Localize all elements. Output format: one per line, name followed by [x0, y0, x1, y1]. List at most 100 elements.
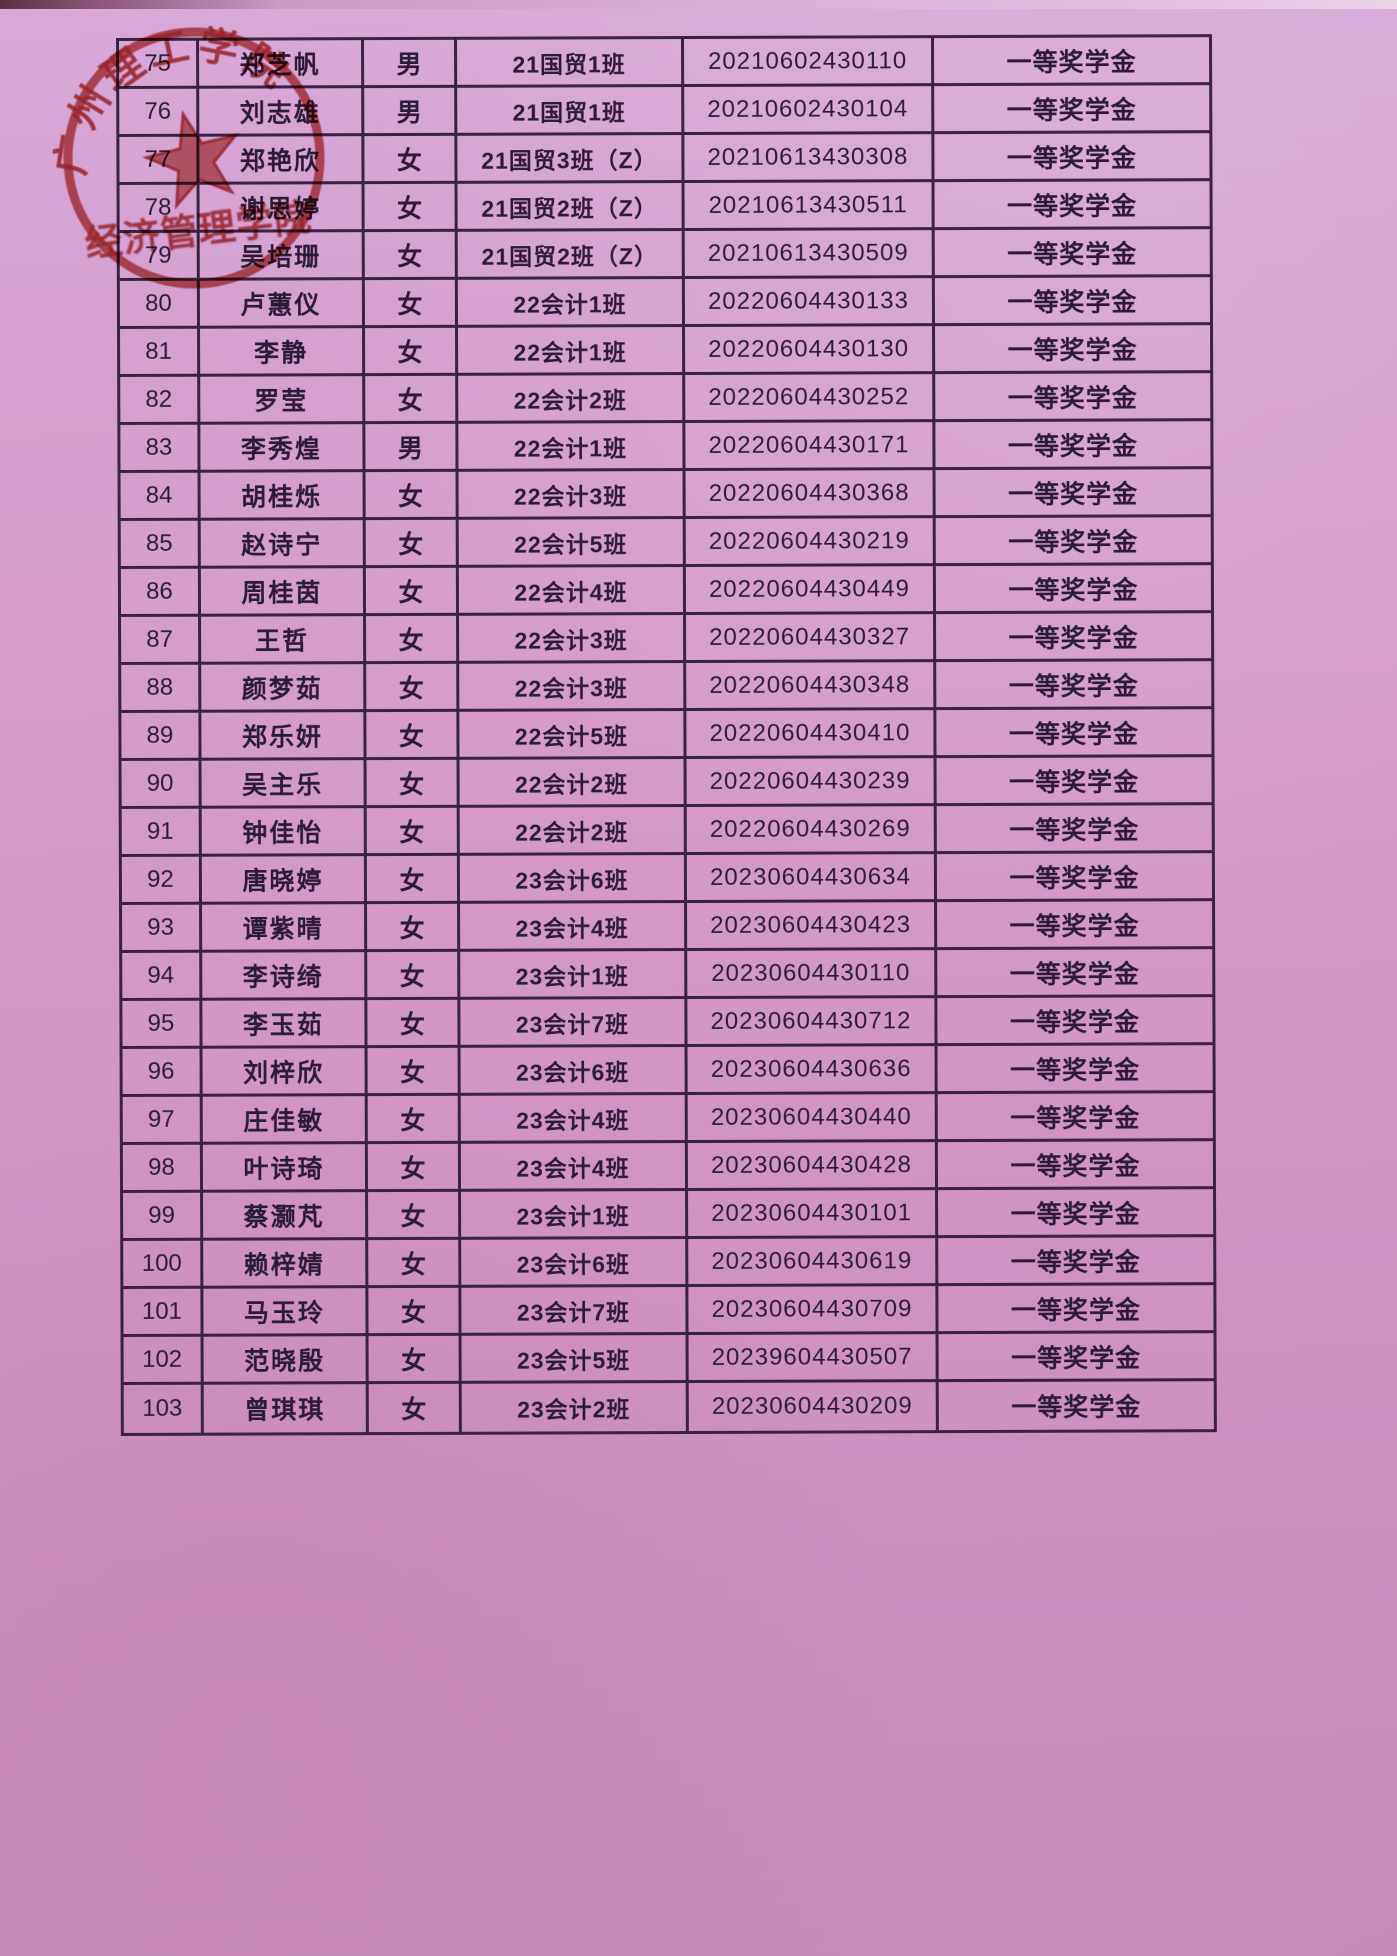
cell-class: 23会计1班: [461, 1191, 689, 1237]
cell-award: 一等奖学金: [1011, 1343, 1142, 1373]
cell-no: 82: [120, 376, 201, 422]
cell-name: 谢思婷: [199, 184, 365, 230]
cell-award: 一等奖学金: [1007, 335, 1138, 365]
cell-gender: 女: [367, 951, 461, 998]
table-row: 87 王哲女 22会计3班 20220604430327 一等奖学金: [121, 613, 1212, 665]
cell-student-id: 20230604430110: [687, 950, 938, 997]
cell-gender: 女: [364, 279, 459, 326]
cell-student-id: 20230604430101: [688, 1190, 939, 1237]
cell-no: 88: [121, 664, 202, 710]
table-row: 100 赖梓婧女 23会计6班 20230604430619 一等奖学金: [123, 1237, 1214, 1289]
cell-award: 一等奖学金: [1010, 1199, 1141, 1229]
table-row: 98 叶诗琦女 23会计4班 20230604430428 一等奖学金: [122, 1141, 1214, 1193]
table-row: 77 郑艳欣女 21国贸3班（Z） 20210613430308 一等奖学金: [119, 133, 1210, 185]
scholarship-table: 75 郑芝帆男 21国贸1班 20210602430110 一等奖学金 76 刘志雄男 21国…: [116, 34, 1217, 1436]
cell-gender: 女: [366, 663, 460, 710]
cell-award: 一等奖学金: [1009, 767, 1140, 797]
cell-gender: 女: [367, 1143, 462, 1190]
cell-gender: 女: [366, 711, 460, 758]
cell-class: 23会计6班: [460, 1047, 688, 1093]
cell-gender: 女: [365, 471, 459, 518]
cell-student-id: 20239604430507: [688, 1334, 939, 1381]
cell-student-id: 20210613430509: [684, 230, 935, 277]
cell-gender: 女: [368, 1383, 462, 1433]
cell-award: 一等奖学金: [1008, 575, 1139, 605]
cell-class: 23会计6班: [461, 1239, 689, 1285]
cell-no: 99: [123, 1192, 204, 1238]
table-row: 84 胡桂烁女 22会计3班 20220604430368 一等奖学金: [120, 469, 1211, 521]
cell-gender: 女: [366, 855, 461, 902]
cell-gender: 男: [364, 39, 458, 86]
table-row: 80 卢蕙仪女 22会计1班 20220604430133 一等奖学金: [119, 277, 1211, 329]
table-row: 91 钟佳怡女 22会计2班 20220604430269 一等奖学金: [121, 805, 1212, 857]
table-row: 86 周桂茵女 22会计4班 20220604430449 一等奖学金: [120, 565, 1212, 617]
cell-class: 22会计5班: [459, 711, 687, 757]
cell-class: 22会计3班: [458, 471, 686, 517]
cell-student-id: 20230604430423: [687, 902, 938, 949]
cell-gender: 女: [366, 759, 460, 806]
table-row: 96 刘梓欣女 23会计6班 20230604430636 一等奖学金: [122, 1045, 1213, 1097]
cell-student-id: 20220604430410: [686, 710, 937, 757]
cell-class: 22会计2班: [459, 807, 687, 853]
cell-class: 23会计7班: [461, 1287, 689, 1333]
table-row: 81 李静女 22会计1班 20220604430130 一等奖学金: [120, 325, 1211, 377]
cell-no: 91: [121, 808, 202, 854]
cell-award: 一等奖学金: [1009, 863, 1140, 893]
cell-gender: 女: [368, 1191, 462, 1238]
cell-no: 97: [122, 1096, 203, 1142]
cell-class: 21国贸2班（Z）: [457, 231, 685, 277]
cell-no: 86: [120, 568, 202, 614]
cell-class: 21国贸1班: [457, 87, 685, 133]
cell-no: 81: [120, 328, 201, 374]
cell-student-id: 20230604430428: [687, 1142, 939, 1189]
cell-student-id: 20210602430104: [684, 86, 935, 133]
cell-award: 一等奖学金: [1008, 527, 1139, 557]
cell-class: 22会计2班: [458, 375, 686, 421]
cell-class: 23会计6班: [459, 855, 688, 901]
cell-name: 胡桂烁: [200, 472, 366, 518]
cell-gender: 女: [365, 519, 459, 566]
cell-gender: 女: [366, 615, 460, 662]
cell-student-id: 20230604430440: [687, 1094, 938, 1141]
cell-no: 95: [122, 1000, 203, 1046]
cell-no: 93: [122, 904, 203, 950]
cell-class: 22会计4班: [458, 567, 687, 613]
cell-name: 罗莹: [200, 376, 366, 422]
cell-award: 一等奖学金: [1011, 1393, 1142, 1422]
cell-name: 周桂茵: [200, 568, 367, 614]
cell-award: 一等奖学金: [1007, 239, 1138, 269]
cell-name: 郑乐妍: [201, 712, 367, 758]
table-row: 75 郑芝帆男 21国贸1班 20210602430110 一等奖学金: [119, 37, 1210, 89]
cell-award: 一等奖学金: [1006, 95, 1137, 125]
cell-class: 22会计1班: [457, 279, 686, 325]
cell-name: 曾琪琪: [203, 1384, 369, 1433]
cell-no: 96: [122, 1048, 203, 1094]
cell-award: 一等奖学金: [1009, 815, 1140, 845]
cell-gender: 女: [368, 1335, 462, 1382]
cell-student-id: 20220604430130: [685, 326, 936, 373]
table-row: 82 罗莹女 22会计2班 20220604430252 一等奖学金: [120, 373, 1211, 425]
cell-gender: 女: [367, 1095, 461, 1142]
cell-class: 21国贸1班: [457, 39, 685, 85]
cell-class: 22会计1班: [458, 423, 686, 469]
cell-student-id: 20230604430636: [687, 1046, 938, 1093]
cell-name: 蔡灏芃: [203, 1192, 369, 1238]
cell-no: 102: [123, 1336, 204, 1382]
cell-name: 王哲: [201, 616, 367, 662]
table-row: 99 蔡灏芃女 23会计1班 20230604430101 一等奖学金: [123, 1189, 1214, 1241]
cell-award: 一等奖学金: [1009, 959, 1140, 989]
cell-award: 一等奖学金: [1008, 623, 1139, 653]
table-row: 95 李玉茹女 23会计7班 20230604430712 一等奖学金: [122, 997, 1213, 1049]
cell-student-id: 20230604430709: [688, 1286, 939, 1333]
cell-award: 一等奖学金: [1008, 719, 1139, 749]
cell-student-id: 20220604430348: [686, 662, 937, 709]
cell-name: 卢蕙仪: [199, 280, 366, 326]
cell-name: 唐晓婷: [201, 856, 368, 902]
cell-student-id: 20230604430712: [687, 998, 938, 1045]
cell-gender: 女: [364, 183, 458, 230]
cell-award: 一等奖学金: [1006, 143, 1137, 173]
cell-gender: 女: [365, 567, 460, 614]
table-row: 88 颜梦茹女 22会计3班 20220604430348 一等奖学金: [121, 661, 1212, 713]
table-row: 92 唐晓婷女 23会计6班 20230604430634 一等奖学金: [121, 853, 1213, 905]
